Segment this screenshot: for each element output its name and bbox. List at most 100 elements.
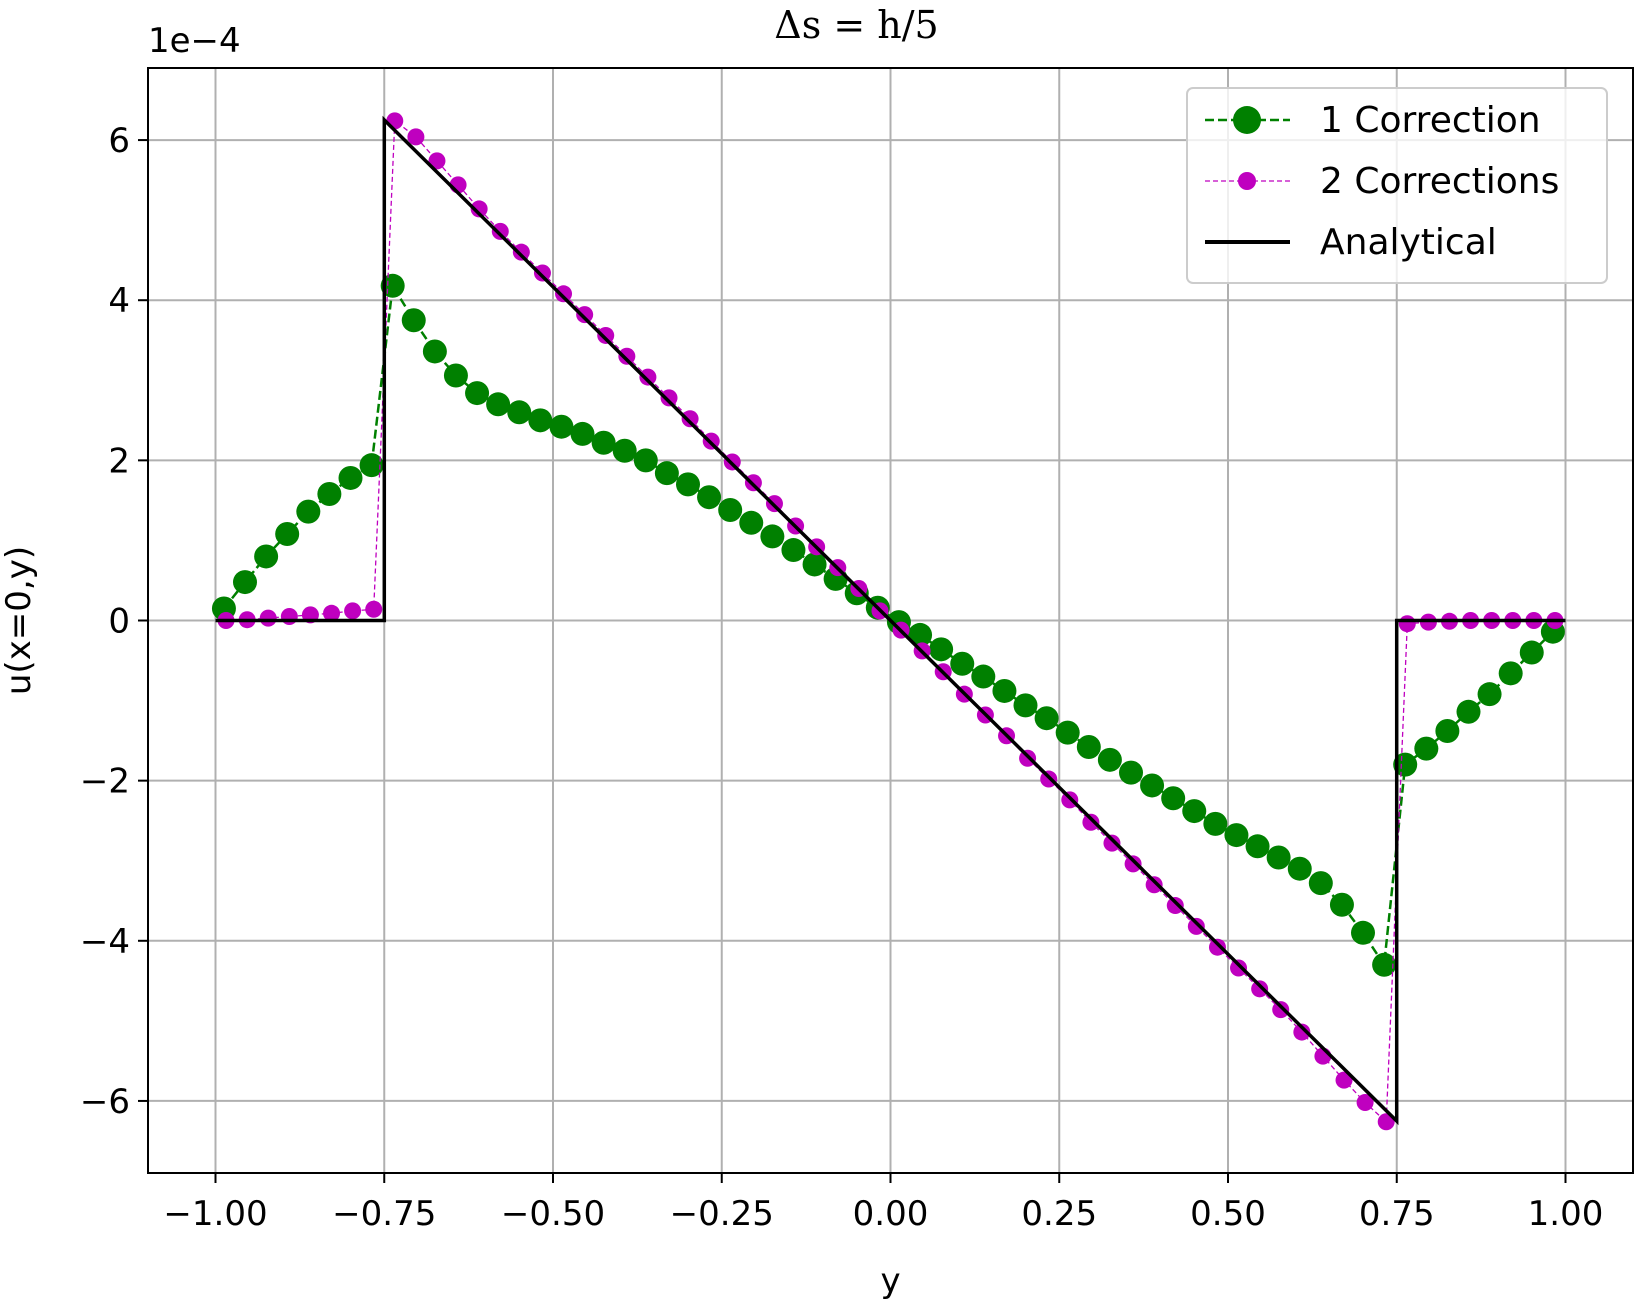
- data-point: [232, 570, 257, 595]
- data-point: [507, 400, 532, 425]
- data-point: [1182, 799, 1207, 824]
- data-point: [660, 389, 678, 407]
- data-point: [259, 609, 277, 627]
- data-point: [512, 243, 530, 261]
- legend-entry: Analytical: [1205, 222, 1497, 263]
- data-point: [323, 604, 341, 622]
- x-tick-label: −0.75: [332, 1194, 436, 1234]
- data-point: [359, 453, 384, 478]
- chart-title: Δs = h/5: [774, 3, 938, 47]
- y-axis-offset-label: 1e−4: [148, 21, 241, 61]
- x-axis-label: y: [880, 1261, 900, 1301]
- x-tick-label: 0.00: [853, 1194, 929, 1234]
- y-axis-label: u(x=0,y): [0, 546, 39, 695]
- data-point: [280, 607, 298, 625]
- data-point: [1097, 747, 1122, 772]
- data-point: [254, 544, 279, 569]
- data-point: [1055, 720, 1080, 745]
- data-point: [1103, 834, 1121, 852]
- ticks: −1.00 −0.75 −0.50 −0.25 0.00 0.25 0.50 0.75 1.00…: [80, 121, 1603, 1234]
- y-tick-label: −6: [80, 1082, 130, 1122]
- data-point: [549, 414, 574, 439]
- data-point: [1498, 661, 1523, 686]
- data-point: [1140, 773, 1165, 798]
- y-tick-label: −2: [80, 762, 130, 802]
- y-tick-label: 6: [108, 121, 130, 161]
- series-line: [225, 119, 1555, 1124]
- data-point: [486, 392, 511, 417]
- data-point: [1208, 938, 1226, 956]
- data-point: [802, 552, 827, 577]
- data-point: [1519, 640, 1544, 665]
- data-point: [555, 285, 573, 303]
- data-point: [1356, 1094, 1374, 1112]
- data-point: [1287, 856, 1312, 881]
- data-point: [428, 152, 446, 170]
- data-point: [296, 499, 321, 524]
- data-point: [1203, 811, 1228, 836]
- data-point: [1272, 1001, 1290, 1019]
- data-point: [612, 438, 637, 463]
- y-tick-label: −4: [80, 922, 130, 962]
- data-point: [618, 347, 636, 365]
- y-tick-label: 2: [108, 441, 130, 481]
- data-point: [275, 522, 300, 547]
- data-point: [1477, 682, 1502, 707]
- data-point: [1351, 920, 1375, 945]
- data-point: [1266, 845, 1291, 870]
- data-point: [338, 465, 363, 490]
- x-tick-label: −0.50: [501, 1194, 605, 1234]
- data-point: [1372, 952, 1397, 977]
- x-tick-label: 0.75: [1359, 1194, 1435, 1234]
- data-point: [681, 410, 699, 428]
- data-point: [365, 600, 383, 618]
- data-point: [576, 306, 594, 324]
- data-point: [380, 273, 405, 298]
- data-point: [1082, 813, 1100, 831]
- legend-label: 1 Correction: [1320, 100, 1541, 141]
- data-point: [971, 664, 996, 689]
- data-point: [1230, 959, 1248, 977]
- x-tick-label: 0.25: [1021, 1194, 1097, 1234]
- legend-entry: 1 Correction: [1205, 100, 1541, 141]
- data-point: [591, 430, 616, 455]
- data-point: [1435, 719, 1460, 743]
- series-line: [215, 115, 1566, 1126]
- legend-entry: 2 Corrections: [1205, 161, 1559, 202]
- data-point: [1377, 1113, 1395, 1131]
- data-point: [1187, 917, 1205, 935]
- legend-label: Analytical: [1320, 222, 1497, 263]
- data-point: [760, 524, 785, 549]
- data-point: [1245, 834, 1270, 859]
- data-point: [697, 485, 722, 510]
- data-point: [1034, 706, 1059, 731]
- data-point: [317, 481, 342, 506]
- data-point: [470, 200, 488, 218]
- legend: 1 Correction 2 Corrections Analytical: [1186, 87, 1608, 284]
- legend-marker: [1238, 172, 1256, 190]
- data-point: [422, 339, 447, 364]
- data-point: [1456, 699, 1481, 724]
- data-point: [639, 368, 657, 386]
- legend-marker: [1233, 106, 1261, 134]
- data-point: [1161, 786, 1186, 811]
- data-point: [718, 498, 743, 522]
- legend-label: 2 Corrections: [1320, 161, 1559, 202]
- data-point: [992, 678, 1017, 703]
- data-point: [570, 421, 595, 446]
- data-point: [1076, 735, 1101, 760]
- y-tick-label: 4: [108, 281, 130, 321]
- data-point: [1414, 736, 1439, 761]
- data-point: [443, 363, 468, 388]
- data-point: [407, 128, 425, 146]
- data-point: [1119, 760, 1144, 785]
- x-tick-label: 1.00: [1528, 1194, 1604, 1234]
- data-point: [1013, 693, 1038, 718]
- data-point: [1124, 855, 1142, 873]
- data-point: [1398, 615, 1416, 633]
- y-tick-label: 0: [108, 602, 130, 642]
- data-point: [533, 264, 551, 282]
- data-point: [597, 326, 615, 344]
- data-point: [633, 448, 658, 473]
